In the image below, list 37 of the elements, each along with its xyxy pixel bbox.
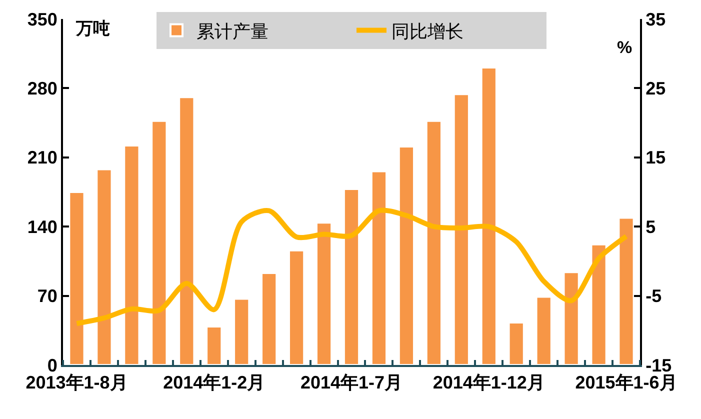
- x-tick-label: 2014年1-12月: [432, 372, 545, 393]
- bar: [96, 168, 113, 365]
- bar: [123, 144, 140, 365]
- y2-tick-label: -5: [646, 286, 662, 306]
- bar: [618, 216, 635, 365]
- y-tick-label: 210: [27, 148, 58, 168]
- y2-tick-label: 35: [646, 9, 666, 30]
- y2-axis-title: %: [617, 38, 632, 57]
- y-axis-title: 万吨: [75, 19, 110, 38]
- y2-tick-label: 15: [646, 148, 666, 168]
- bar: [342, 188, 360, 365]
- x-tick-label: 2014年1-7月: [300, 372, 403, 393]
- bar: [233, 298, 250, 365]
- bar: [178, 96, 196, 365]
- bar: [370, 170, 388, 365]
- y-tick-label: 280: [27, 78, 58, 98]
- bar: [452, 93, 470, 365]
- y-tick-label: 140: [27, 216, 58, 237]
- bar: [150, 120, 168, 365]
- bar: [562, 271, 580, 365]
- bar: [260, 272, 278, 365]
- y2-tick-label: 25: [646, 78, 666, 98]
- x-tick-label: 2015年1-6月: [575, 372, 678, 393]
- x-tick-label: 2013年1-8月: [26, 372, 128, 393]
- legend-label: 同比增长: [392, 21, 464, 42]
- y-tick-label: 0: [47, 355, 58, 376]
- bar: [425, 120, 442, 365]
- bar: [535, 296, 552, 365]
- y-tick-label: 70: [37, 286, 58, 306]
- y-tick-label: 350: [27, 9, 58, 30]
- bar: [590, 243, 608, 365]
- y2-tick-label: -15: [646, 355, 672, 376]
- y2-tick-label: 5: [646, 216, 656, 237]
- bar: [68, 191, 86, 365]
- x-tick-label: 2014年1-2月: [163, 372, 266, 393]
- bar: [315, 222, 333, 365]
- legend-label: 累计产量: [196, 21, 268, 42]
